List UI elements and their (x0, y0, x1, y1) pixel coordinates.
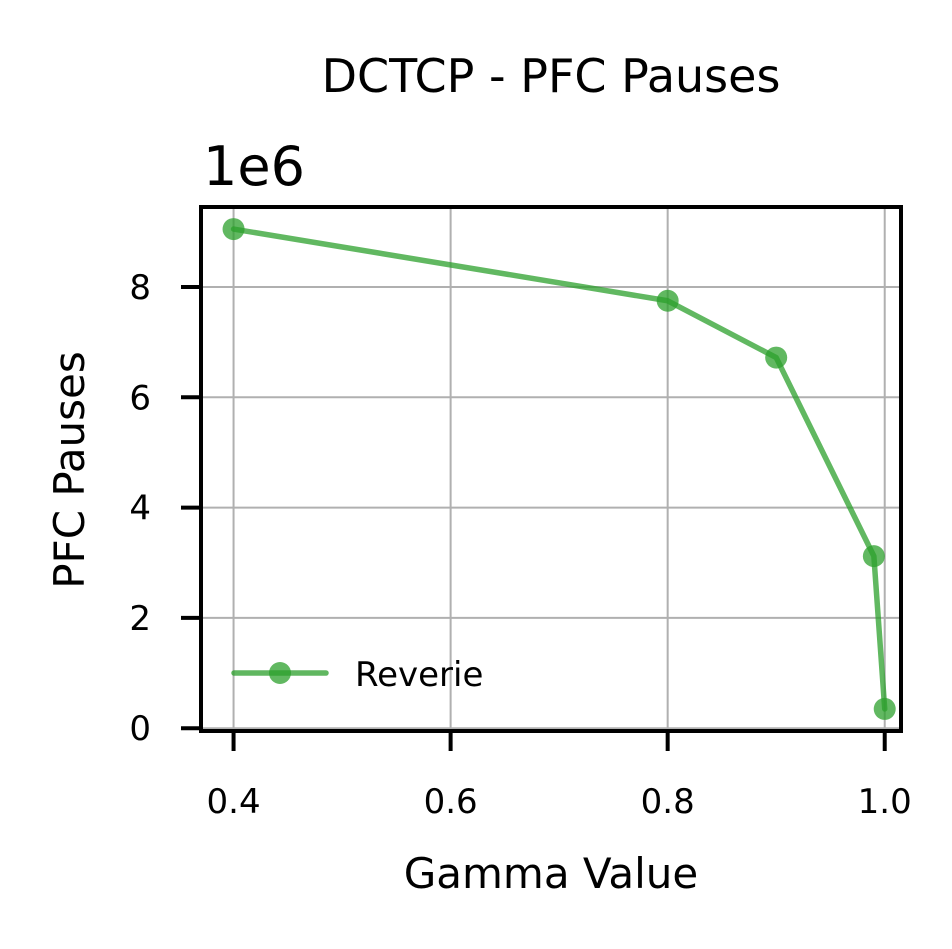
y-axis-ticks: 0 2 4 6 8 (129, 268, 201, 749)
x-tick-label: 0.6 (424, 782, 478, 822)
y-tick-label: 2 (129, 599, 151, 639)
data-point (873, 697, 896, 720)
grid (201, 207, 901, 731)
plot-frame (199, 205, 903, 733)
x-tick-label: 1.0 (858, 782, 912, 822)
y-tick-label: 0 (129, 709, 151, 749)
data-point (765, 346, 788, 369)
series-layer (222, 218, 896, 720)
x-axis-label: Gamma Value (404, 849, 699, 898)
data-point (656, 289, 679, 312)
legend: Reverie (231, 655, 483, 695)
series-line (230, 226, 888, 712)
data-point (222, 218, 245, 241)
x-tick-label: 0.4 (207, 782, 261, 822)
legend-marker-reverie (269, 662, 291, 684)
chart-title: DCTCP - PFC Pauses (322, 49, 781, 103)
legend-label-reverie: Reverie (355, 655, 483, 695)
data-point (862, 545, 885, 568)
y-tick-label: 8 (129, 268, 151, 308)
x-axis-ticks: 0.4 0.6 0.8 1.0 (207, 731, 912, 822)
x-tick-label: 0.8 (641, 782, 695, 822)
y-tick-label: 6 (129, 378, 151, 418)
y-axis-label: PFC Pauses (45, 351, 94, 589)
y-axis-offset-label: 1e6 (203, 135, 305, 198)
y-tick-label: 4 (129, 489, 151, 529)
